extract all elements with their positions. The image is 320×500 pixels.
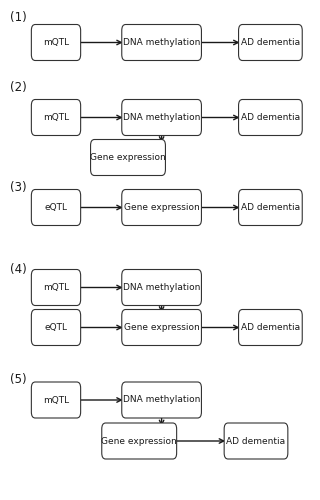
FancyBboxPatch shape [238, 310, 302, 346]
Text: mQTL: mQTL [43, 38, 69, 47]
FancyBboxPatch shape [122, 100, 202, 136]
Text: (2): (2) [10, 81, 26, 94]
Text: eQTL: eQTL [44, 323, 68, 332]
FancyBboxPatch shape [238, 190, 302, 226]
Text: DNA methylation: DNA methylation [123, 38, 200, 47]
FancyBboxPatch shape [31, 382, 81, 418]
Text: Gene expression: Gene expression [90, 153, 166, 162]
Text: AD dementia: AD dementia [241, 38, 300, 47]
FancyBboxPatch shape [122, 190, 202, 226]
Text: AD dementia: AD dementia [227, 436, 285, 446]
Text: (1): (1) [10, 11, 26, 24]
FancyBboxPatch shape [238, 24, 302, 60]
FancyBboxPatch shape [122, 270, 202, 306]
FancyBboxPatch shape [31, 24, 81, 60]
Text: Gene expression: Gene expression [124, 323, 199, 332]
Text: DNA methylation: DNA methylation [123, 113, 200, 122]
FancyBboxPatch shape [238, 100, 302, 136]
FancyBboxPatch shape [31, 100, 81, 136]
Text: mQTL: mQTL [43, 113, 69, 122]
FancyBboxPatch shape [122, 310, 202, 346]
Text: DNA methylation: DNA methylation [123, 396, 200, 404]
Text: AD dementia: AD dementia [241, 323, 300, 332]
Text: (3): (3) [10, 181, 26, 194]
Text: Gene expression: Gene expression [101, 436, 177, 446]
FancyBboxPatch shape [102, 423, 177, 459]
Text: mQTL: mQTL [43, 283, 69, 292]
FancyBboxPatch shape [224, 423, 288, 459]
Text: (4): (4) [10, 264, 26, 276]
FancyBboxPatch shape [31, 310, 81, 346]
FancyBboxPatch shape [122, 24, 202, 60]
FancyBboxPatch shape [31, 270, 81, 306]
FancyBboxPatch shape [91, 140, 165, 175]
FancyBboxPatch shape [122, 382, 202, 418]
Text: mQTL: mQTL [43, 396, 69, 404]
FancyBboxPatch shape [31, 190, 81, 226]
Text: DNA methylation: DNA methylation [123, 283, 200, 292]
Text: eQTL: eQTL [44, 203, 68, 212]
Text: Gene expression: Gene expression [124, 203, 199, 212]
Text: AD dementia: AD dementia [241, 113, 300, 122]
Text: AD dementia: AD dementia [241, 203, 300, 212]
Text: (5): (5) [10, 374, 26, 386]
